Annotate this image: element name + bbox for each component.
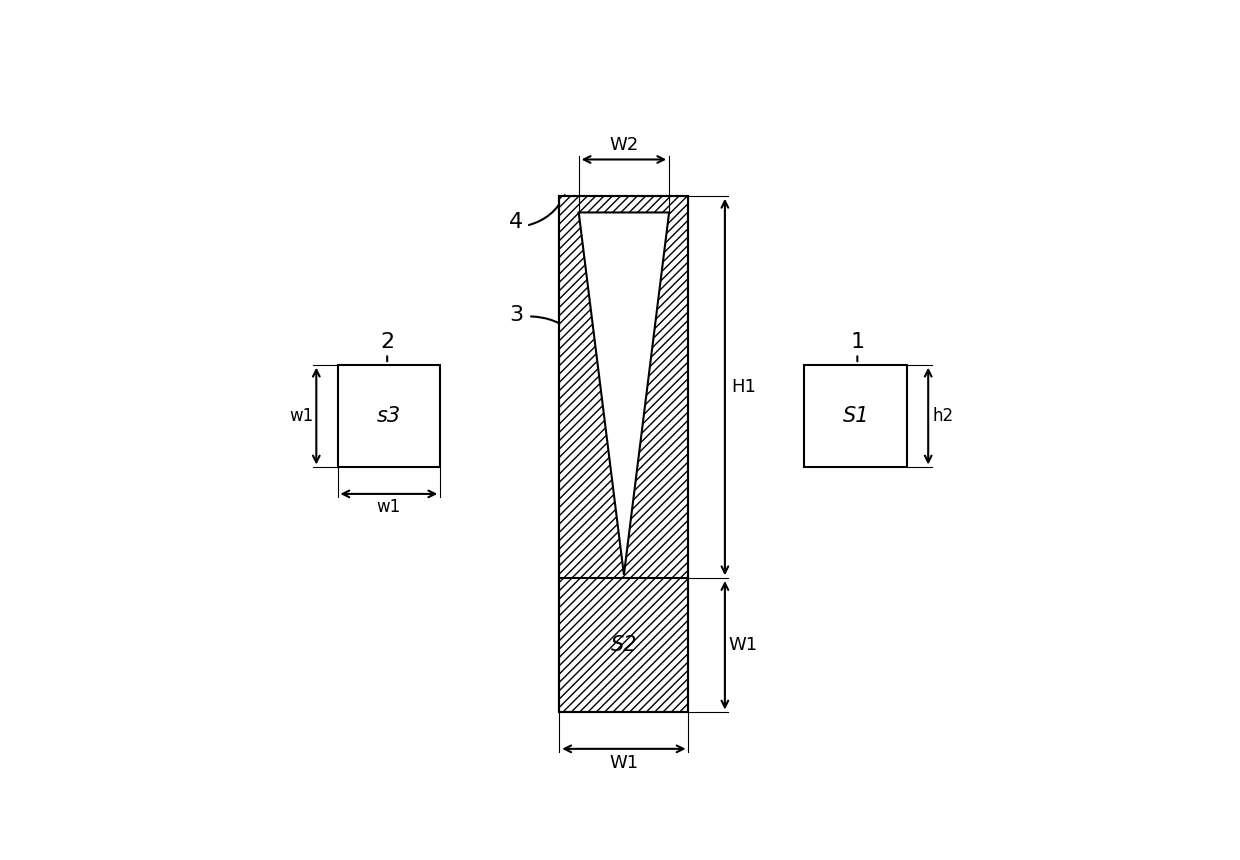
Bar [559, 196, 688, 712]
Text: 1: 1 [851, 332, 864, 352]
FancyArrowPatch shape [531, 316, 574, 333]
Text: h2: h2 [932, 407, 954, 425]
Text: w1: w1 [290, 407, 314, 425]
Text: w1: w1 [377, 498, 401, 516]
Bar [559, 196, 688, 712]
Text: 4: 4 [510, 212, 523, 232]
Text: W2: W2 [609, 136, 639, 154]
Text: W1: W1 [729, 636, 758, 654]
Bar [805, 365, 906, 468]
Bar [337, 365, 440, 468]
Text: 2: 2 [381, 332, 394, 352]
Bar [559, 196, 688, 712]
Polygon shape [579, 212, 670, 574]
Text: H1: H1 [732, 378, 756, 396]
Text: S2: S2 [610, 636, 637, 655]
Text: S1: S1 [842, 406, 869, 426]
Text: s3: s3 [377, 406, 401, 426]
Text: W1: W1 [609, 754, 639, 772]
FancyArrowPatch shape [529, 195, 564, 225]
Text: 3: 3 [510, 305, 523, 325]
